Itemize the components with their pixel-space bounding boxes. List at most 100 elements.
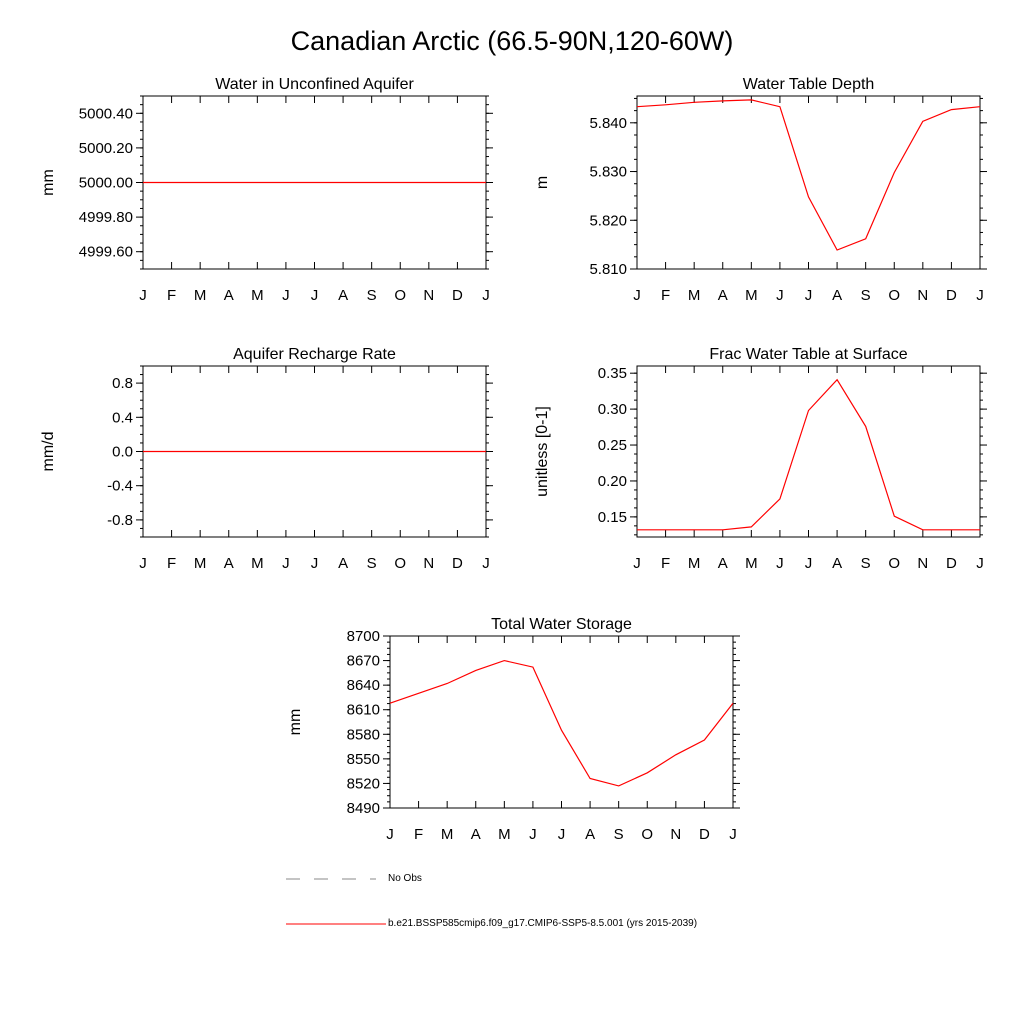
x-tick-label: J — [776, 555, 784, 572]
x-tick-label: N — [917, 555, 928, 572]
x-tick-label: J — [482, 555, 490, 572]
x-tick-label: D — [946, 287, 957, 304]
y-tick-label: 5.820 — [589, 212, 627, 229]
y-tick-label: 0.35 — [598, 365, 627, 382]
y-tick-label: 5000.20 — [79, 140, 133, 157]
x-tick-label: D — [452, 287, 463, 304]
x-tick-label: S — [861, 555, 871, 572]
x-tick-label: J — [139, 555, 147, 572]
panel-title: Aquifer Recharge Rate — [233, 346, 396, 363]
y-tick-label: -0.4 — [107, 478, 133, 495]
legend-obs-label: No Obs — [388, 873, 422, 884]
y-tick-label: 0.8 — [112, 375, 133, 392]
y-tick-label: -0.8 — [107, 512, 133, 529]
x-tick-label: J — [282, 287, 290, 304]
y-axis-label: mm/d — [40, 432, 57, 472]
x-tick-label: A — [585, 826, 595, 843]
panel-title: Frac Water Table at Surface — [709, 346, 907, 363]
x-tick-label: J — [633, 287, 641, 304]
x-tick-label: D — [946, 555, 957, 572]
x-tick-label: F — [167, 555, 176, 572]
y-tick-label: 0.4 — [112, 409, 133, 426]
x-tick-label: F — [167, 287, 176, 304]
x-tick-label: M — [498, 826, 511, 843]
x-tick-label: M — [441, 826, 454, 843]
x-tick-label: J — [729, 826, 737, 843]
x-tick-label: F — [661, 555, 670, 572]
y-tick-label: 8640 — [347, 677, 380, 694]
y-tick-label: 0.25 — [598, 437, 627, 454]
y-tick-label: 5000.40 — [79, 105, 133, 122]
series-line — [389, 659, 734, 787]
x-tick-label: J — [386, 826, 394, 843]
panel-title: Water Table Depth — [743, 76, 875, 93]
x-tick-label: J — [558, 826, 566, 843]
y-tick-label: 8490 — [347, 800, 380, 817]
y-tick-label: 4999.60 — [79, 244, 133, 261]
y-tick-label: 8700 — [347, 628, 380, 645]
x-tick-label: M — [745, 287, 758, 304]
y-tick-label: 8580 — [347, 726, 380, 743]
x-tick-label: N — [670, 826, 681, 843]
x-tick-label: J — [976, 555, 984, 572]
y-axis-label: unitless [0-1] — [534, 406, 551, 497]
x-tick-label: J — [311, 555, 319, 572]
x-tick-label: A — [224, 287, 234, 304]
legend-model-label: b.e21.BSSP585cmip6.f09_g17.CMIP6-SSP5-8.… — [388, 918, 698, 929]
x-tick-label: S — [614, 826, 624, 843]
y-axis-label: mm — [287, 709, 304, 736]
plot-frame — [636, 365, 981, 538]
x-tick-label: N — [423, 555, 434, 572]
x-tick-label: O — [394, 555, 406, 572]
x-tick-label: J — [282, 555, 290, 572]
y-tick-label: 5.840 — [589, 115, 627, 132]
y-tick-label: 0.30 — [598, 401, 627, 418]
x-tick-label: N — [917, 287, 928, 304]
x-tick-label: J — [805, 555, 813, 572]
y-tick-label: 5000.00 — [79, 175, 133, 192]
x-tick-label: O — [888, 287, 900, 304]
x-tick-label: O — [641, 826, 653, 843]
y-tick-label: 8670 — [347, 653, 380, 670]
x-tick-label: D — [452, 555, 463, 572]
y-tick-label: 5.810 — [589, 261, 627, 278]
x-tick-label: M — [688, 287, 701, 304]
x-tick-label: M — [194, 287, 207, 304]
x-tick-label: A — [338, 555, 348, 572]
x-tick-label: A — [832, 555, 842, 572]
figure-title: Canadian Arctic (66.5-90N,120-60W) — [291, 26, 734, 56]
x-tick-label: F — [414, 826, 423, 843]
panel-title: Total Water Storage — [491, 616, 632, 633]
y-tick-label: 8520 — [347, 775, 380, 792]
x-tick-label: M — [745, 555, 758, 572]
x-tick-label: S — [861, 287, 871, 304]
y-tick-label: 4999.80 — [79, 209, 133, 226]
x-tick-label: O — [888, 555, 900, 572]
y-tick-label: 0.0 — [112, 444, 133, 461]
y-tick-label: 5.830 — [589, 164, 627, 181]
x-tick-label: M — [194, 555, 207, 572]
x-tick-label: A — [718, 287, 728, 304]
y-tick-label: 8610 — [347, 702, 380, 719]
x-tick-label: J — [976, 287, 984, 304]
x-tick-label: J — [529, 826, 537, 843]
x-tick-label: J — [139, 287, 147, 304]
x-tick-label: A — [718, 555, 728, 572]
panel-title: Water in Unconfined Aquifer — [215, 76, 414, 93]
x-tick-label: D — [699, 826, 710, 843]
y-tick-label: 0.20 — [598, 473, 627, 490]
x-tick-label: M — [688, 555, 701, 572]
x-tick-label: M — [251, 287, 264, 304]
x-tick-label: S — [367, 555, 377, 572]
x-tick-label: O — [394, 287, 406, 304]
y-tick-label: 0.15 — [598, 509, 627, 526]
x-tick-label: M — [251, 555, 264, 572]
x-tick-label: A — [338, 287, 348, 304]
plot-frame — [389, 635, 734, 809]
